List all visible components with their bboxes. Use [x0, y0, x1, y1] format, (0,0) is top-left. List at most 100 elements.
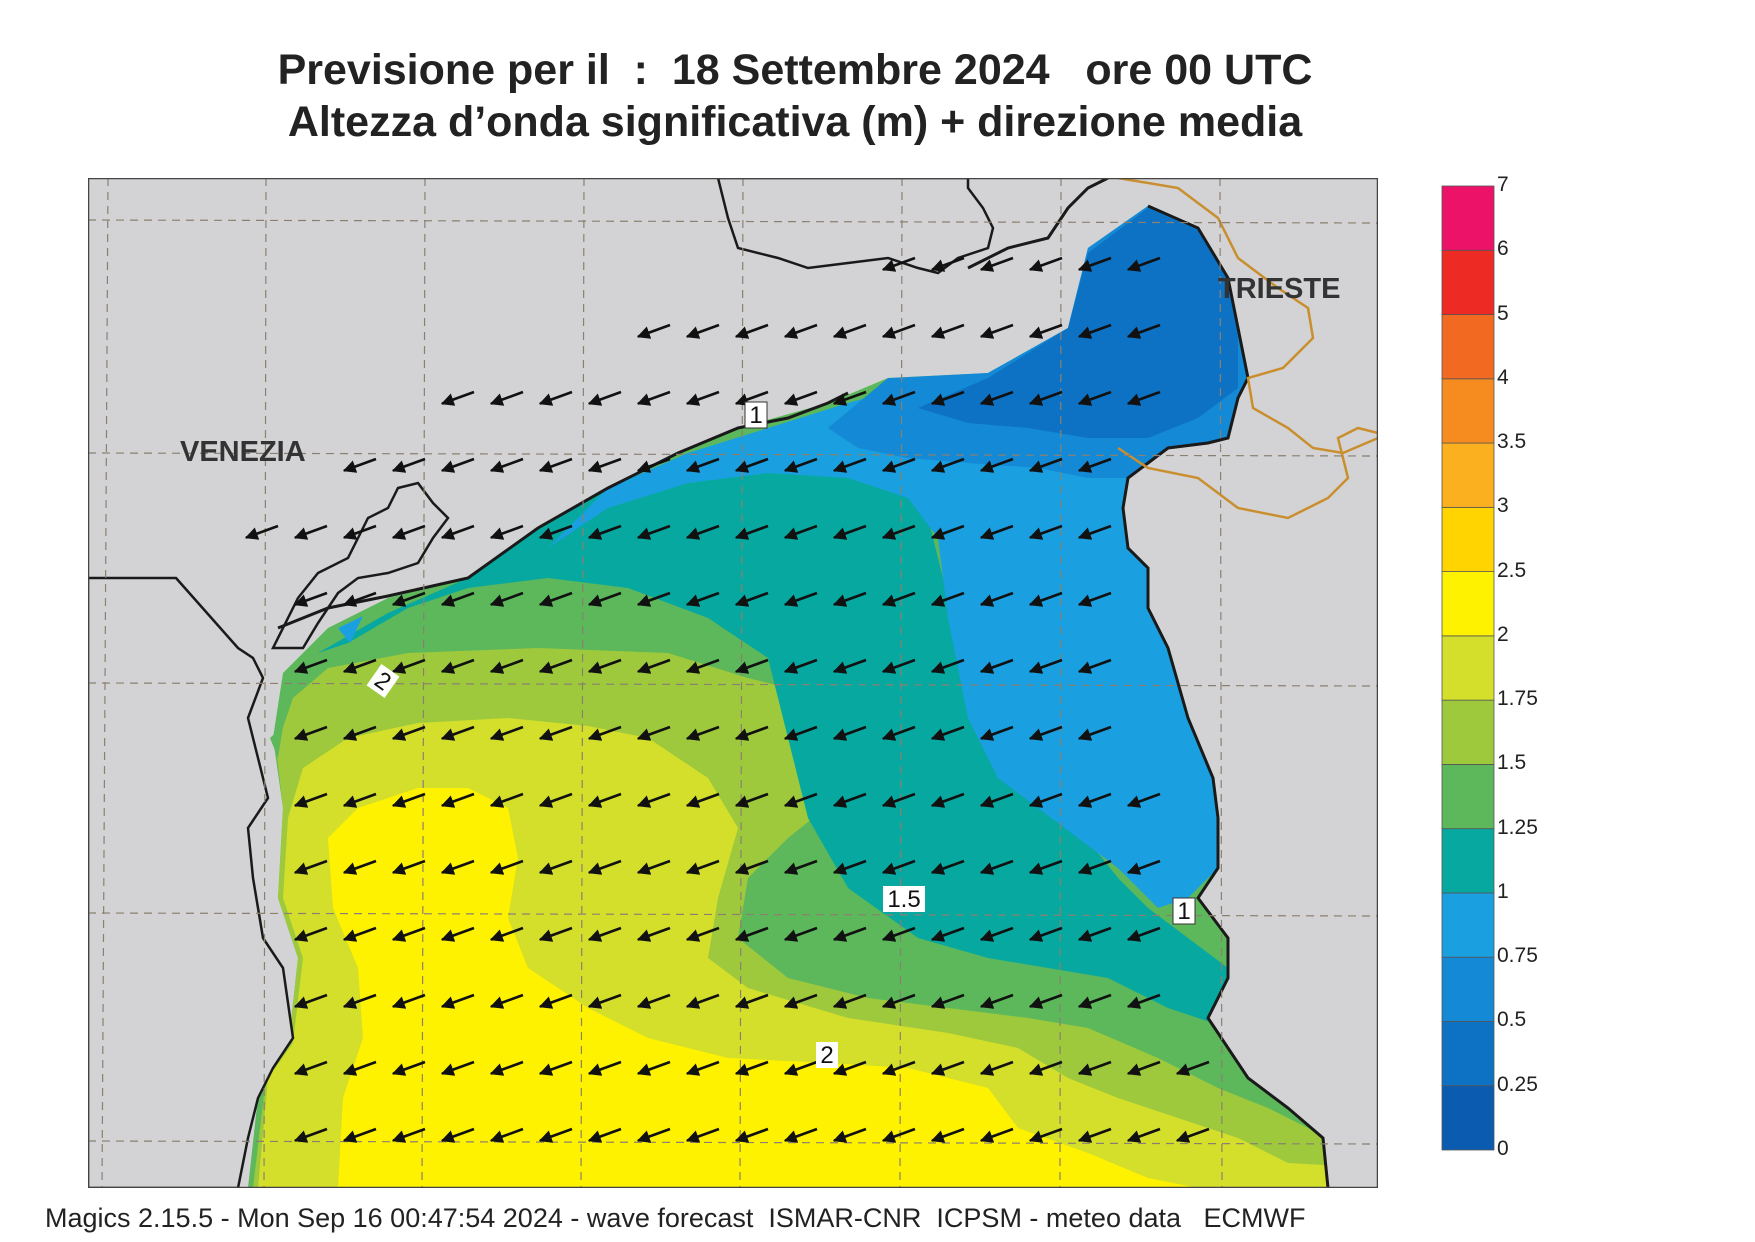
wave-arrow [832, 1060, 867, 1076]
wave-arrow [685, 390, 720, 406]
footer-credits: Magics 2.15.5 - Mon Sep 16 00:47:54 2024… [45, 1203, 1306, 1233]
wave-arrow [342, 792, 377, 808]
wave-arrow [783, 792, 818, 808]
contour-label: 1.5 [883, 886, 925, 913]
venezia-lagoon-land [88, 576, 295, 1188]
wave-arrow [342, 926, 377, 942]
wave-arrow [293, 859, 328, 875]
wave-arrow [881, 1127, 916, 1143]
wave-arrow [832, 993, 867, 1009]
wave-arrow [979, 926, 1014, 942]
colorbar-tick-label: 0 [1497, 1137, 1509, 1160]
colorbar-segment [1441, 635, 1495, 701]
colorbar-segment [1441, 442, 1495, 508]
contour-label: 2 [816, 1042, 838, 1069]
wave-arrow [489, 1127, 524, 1143]
wave-arrow [342, 1060, 377, 1076]
wave-arrow [881, 725, 916, 741]
wave-arrow [1126, 1060, 1161, 1076]
wave-arrow [440, 658, 475, 674]
wave-arrow [979, 1060, 1014, 1076]
wave-arrow [244, 524, 279, 540]
wave-arrow [587, 859, 622, 875]
wave-arrow [832, 859, 867, 875]
wave-arrow [979, 993, 1014, 1009]
wave-arrow [1028, 591, 1063, 607]
wave-arrow [1126, 256, 1161, 272]
wave-arrow [979, 792, 1014, 808]
colorbar-segment [1441, 956, 1495, 1022]
band-2 [328, 788, 1198, 1188]
wave-arrow [1028, 524, 1063, 540]
wave-arrow [391, 1127, 426, 1143]
wave-arrow [685, 591, 720, 607]
wave-arrow [1028, 1060, 1063, 1076]
wave-arrow [930, 524, 965, 540]
istria-land [1088, 178, 1378, 1188]
wave-arrow [391, 993, 426, 1009]
wave-arrow [587, 658, 622, 674]
wave-arrow [930, 926, 965, 942]
colorbar-segment [1441, 699, 1495, 765]
wave-arrow [489, 1060, 524, 1076]
wave-arrow [734, 323, 769, 339]
wave-arrow [881, 658, 916, 674]
wave-arrow [489, 658, 524, 674]
wave-arrow [440, 1060, 475, 1076]
wave-arrow [489, 993, 524, 1009]
colorbar-tick-label: 3.5 [1497, 430, 1527, 454]
colorbar-tick-label: 0.75 [1497, 944, 1538, 968]
border-line [1117, 426, 1378, 520]
map-frame [88, 178, 1378, 1188]
wave-arrow [832, 658, 867, 674]
wave-arrow [489, 591, 524, 607]
colorbar-tick-label: 1.25 [1497, 815, 1538, 839]
wave-arrow [783, 658, 818, 674]
wave-arrow [587, 457, 622, 473]
title-line-1: Previsione per il : 18 Settembre 2024 or… [277, 46, 1313, 94]
wave-arrow [685, 792, 720, 808]
wave-arrow [342, 1127, 377, 1143]
wave-arrow [930, 256, 965, 272]
wave-arrow [587, 591, 622, 607]
wave-arrow [342, 658, 377, 674]
colorbar-tick-label: 1.75 [1497, 687, 1538, 711]
colorbar-tick-label: 2 [1497, 622, 1509, 646]
wave-arrow [881, 256, 916, 272]
wave-arrow [538, 792, 573, 808]
contour-label: 1 [1172, 897, 1196, 925]
wave-arrow [685, 457, 720, 473]
colorbar-tick-label: 5 [1497, 301, 1509, 325]
wave-arrow [440, 792, 475, 808]
wave-arrow [636, 1060, 671, 1076]
wave-arrow [636, 926, 671, 942]
wave-arrow [1077, 792, 1112, 808]
band-0-25 [918, 208, 1238, 438]
wave-arrow [489, 725, 524, 741]
wave-arrow [636, 1127, 671, 1143]
wave-arrow [440, 1127, 475, 1143]
wave-arrow [881, 926, 916, 942]
wave-arrow [881, 323, 916, 339]
wave-arrow [1077, 993, 1112, 1009]
wave-arrow [538, 457, 573, 473]
wave-arrow [783, 591, 818, 607]
wave-arrow [293, 792, 328, 808]
colorbar-tick-label: 1.5 [1497, 751, 1527, 775]
wave-arrow [587, 524, 622, 540]
wave-arrow [1126, 1127, 1161, 1143]
wave-arrow [538, 725, 573, 741]
svg-text:1.5: 1.5 [887, 886, 920, 913]
wave-arrow [587, 926, 622, 942]
city-label-trieste: TRIESTE [1218, 273, 1340, 305]
wave-arrow [342, 591, 377, 607]
wave-arrow [1126, 926, 1161, 942]
wave-arrow [1028, 323, 1063, 339]
wave-arrow [881, 993, 916, 1009]
wave-arrow [979, 1127, 1014, 1143]
colorbar-tick-label: 6 [1497, 237, 1509, 261]
border-line [1117, 178, 1378, 455]
wave-arrow [636, 457, 671, 473]
wave-arrow [685, 323, 720, 339]
wave-arrow [979, 457, 1014, 473]
